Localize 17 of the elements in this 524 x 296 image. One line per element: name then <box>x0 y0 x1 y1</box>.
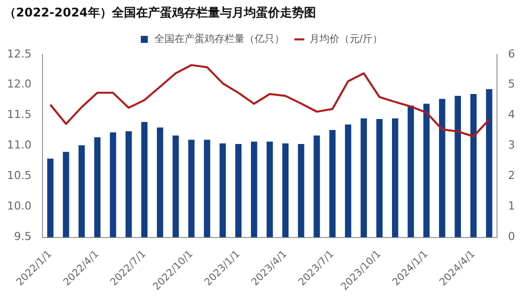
chart-title: （2022-2024年）全国在产蛋鸡存栏量与月均蛋价走势图 <box>4 5 316 20</box>
y-tick-label: 12.0 <box>6 78 32 91</box>
legend-label: 月均价（元/斤） <box>309 32 383 45</box>
legend-label: 全国在产蛋鸡存栏量（亿只） <box>154 32 284 45</box>
y2-tick-label: 0 <box>508 230 515 244</box>
y2-tick-label: 2 <box>508 169 515 182</box>
y2-tick-label: 4 <box>508 108 515 122</box>
y-tick-label: 10.0 <box>6 200 32 213</box>
y-tick-label: 12.5 <box>6 47 32 60</box>
y-tick-label: 11.5 <box>6 108 32 122</box>
y-tick-label: 11.0 <box>6 138 32 152</box>
y2-tick-label: 5 <box>508 78 515 91</box>
y-tick-label: 10.5 <box>6 169 32 182</box>
y-tick-label: 9.5 <box>14 230 32 244</box>
y2-tick-label: 3 <box>508 138 515 152</box>
y2-tick-label: 1 <box>508 200 515 213</box>
y2-tick-label: 6 <box>508 47 515 60</box>
